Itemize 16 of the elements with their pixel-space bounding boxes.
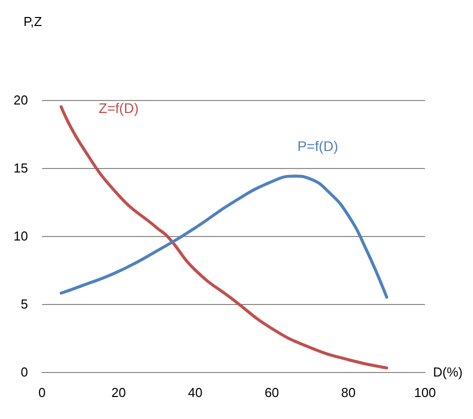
y-axis-title: P,Z xyxy=(23,14,42,29)
x-tick-label: 60 xyxy=(264,385,280,400)
x-tick-label: 80 xyxy=(341,385,356,400)
annotation: Z=f(D) xyxy=(98,100,139,116)
x-tick-label: 20 xyxy=(111,385,126,400)
y-tick-label: 15 xyxy=(14,160,28,176)
x-tick-label: 100 xyxy=(414,385,436,400)
y-tick-label: 20 xyxy=(14,92,28,108)
y-tick-label: 10 xyxy=(14,228,28,244)
line-series xyxy=(60,174,388,299)
y-tick-label: 5 xyxy=(20,296,28,312)
x-tick-label: 40 xyxy=(188,385,202,400)
x-axis-title: D(%) xyxy=(433,364,463,380)
annotation: P=f(D) xyxy=(297,138,338,154)
x-tick-label: 0 xyxy=(38,385,46,400)
y-tick-label: 0 xyxy=(20,364,28,380)
